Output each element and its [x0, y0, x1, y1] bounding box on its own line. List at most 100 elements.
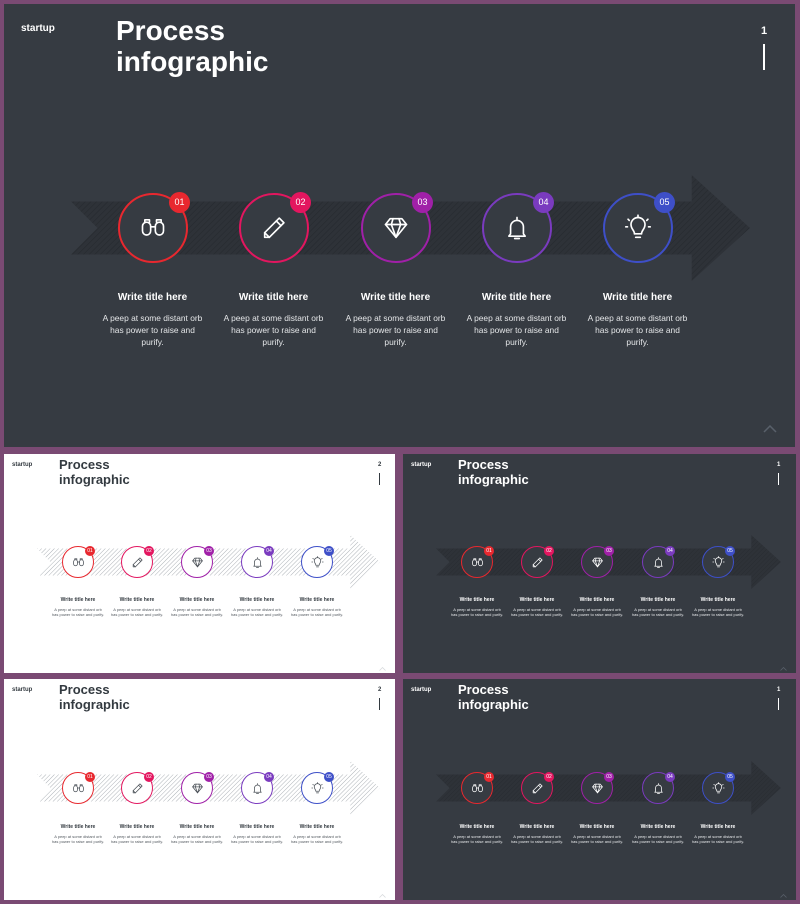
brand-label: startup — [21, 23, 55, 34]
step-title: Write title here — [700, 824, 736, 830]
step-title: Write title here — [60, 824, 96, 830]
process-step: 02 Write title here A peep at some distant… — [507, 454, 567, 673]
pencil-icon — [122, 773, 152, 803]
step-number-badge: 03 — [604, 546, 614, 556]
step-title: Write title here — [179, 597, 215, 603]
bell-icon — [643, 547, 673, 577]
binoculars-icon — [63, 773, 93, 803]
page-indicator-bar — [763, 44, 765, 70]
slide-title: Process infographic — [458, 682, 529, 712]
step-number-badge: 01 — [484, 772, 494, 782]
step-description: A peep at some distant orb has power to … — [631, 607, 685, 618]
process-step: 03 Write title here A peep at some distant… — [335, 4, 456, 447]
step-description: A peep at some distant orb has power to … — [466, 313, 567, 347]
step-number-badge: 02 — [144, 546, 154, 556]
page-number: 1 — [761, 25, 768, 37]
lightbulb-icon — [703, 773, 733, 803]
page-indicator-bar — [778, 698, 779, 710]
chevron-up-icon — [379, 658, 386, 673]
lightbulb-icon — [302, 547, 332, 577]
process-step: 01 Write title here A peep at some distant… — [447, 679, 507, 900]
binoculars-icon — [462, 547, 492, 577]
slide-3: startup Process infographic 1 01 Write title… — [403, 454, 796, 673]
step-number-badge: 03 — [204, 772, 214, 782]
step-description: A peep at some distant orb has power to … — [570, 834, 624, 845]
process-step: 04 Write title here A peep at some distant… — [456, 4, 577, 447]
step-title: Write title here — [459, 597, 495, 603]
bell-icon — [643, 773, 673, 803]
step-circle — [241, 772, 273, 804]
brand-label: startup — [12, 462, 33, 468]
slide-title: Process infographic — [59, 682, 130, 712]
chevron-up-icon — [780, 658, 787, 673]
diamond-icon — [582, 773, 612, 803]
step-number-badge: 01 — [85, 546, 95, 556]
chevron-up-icon — [379, 885, 386, 900]
step-number-badge: 03 — [604, 772, 614, 782]
step-title: Write title here — [360, 292, 431, 303]
step-description: A peep at some distant orb has power to … — [223, 313, 324, 347]
page-indicator-bar — [379, 698, 380, 710]
process-step: 04 Write title here A peep at some distant… — [628, 679, 688, 900]
process-step: 02 Write title here A peep at some distant… — [213, 4, 334, 447]
page-number: 2 — [378, 462, 382, 468]
step-title: Write title here — [579, 824, 615, 830]
step-description: A peep at some distant orb has power to … — [450, 834, 504, 845]
process-step: 04 Write title here A peep at some distant… — [227, 679, 287, 900]
step-description: A peep at some distant orb has power to … — [450, 607, 504, 618]
process-step: 02 Write title here A peep at some distant… — [107, 454, 167, 673]
process-step: 05 Write title here A peep at some distant… — [287, 454, 347, 673]
process-step: 02 Write title here A peep at some distant… — [107, 679, 167, 900]
brand-label: startup — [411, 462, 432, 468]
step-title: Write title here — [602, 292, 673, 303]
step-title: Write title here — [481, 292, 552, 303]
process-step: 03 Write title here A peep at some distant… — [567, 454, 627, 673]
step-description: A peep at some distant orb has power to … — [345, 313, 446, 347]
step-title: Write title here — [640, 597, 676, 603]
lightbulb-icon — [302, 773, 332, 803]
process-step: 01 Write title here A peep at some distant… — [48, 454, 108, 673]
step-description: A peep at some distant orb has power to … — [230, 834, 284, 845]
step-description: A peep at some distant orb has power to … — [510, 834, 564, 845]
slide-2: startup Process infographic 2 01 Write title… — [4, 454, 395, 673]
diamond-icon — [363, 195, 429, 261]
diamond-icon — [582, 547, 612, 577]
pencil-icon — [241, 195, 307, 261]
page-number: 1 — [777, 462, 781, 468]
step-number-badge: 03 — [204, 546, 214, 556]
step-title: Write title here — [519, 597, 555, 603]
binoculars-icon — [120, 195, 186, 261]
step-number-badge: 01 — [169, 192, 190, 213]
process-step: 03 Write title here A peep at some distant… — [167, 454, 227, 673]
step-number-badge: 02 — [290, 192, 311, 213]
bell-icon — [242, 547, 272, 577]
process-step: 03 Write title here A peep at some distant… — [167, 679, 227, 900]
pencil-icon — [522, 547, 552, 577]
step-title: Write title here — [239, 597, 275, 603]
step-title: Write title here — [179, 824, 215, 830]
pencil-icon — [522, 773, 552, 803]
step-circle — [581, 772, 613, 804]
chevron-up-icon — [780, 885, 787, 900]
binoculars-icon — [462, 773, 492, 803]
process-step: 05 Write title here A peep at some distant… — [577, 4, 698, 447]
step-title: Write title here — [299, 824, 335, 830]
step-number-badge: 05 — [654, 192, 675, 213]
step-number-badge: 04 — [533, 192, 554, 213]
step-circle — [642, 546, 674, 578]
process-step: 01 Write title here A peep at some distant… — [48, 679, 108, 900]
step-number-badge: 03 — [412, 192, 433, 213]
step-description: A peep at some distant orb has power to … — [110, 607, 164, 618]
page-number: 2 — [378, 687, 382, 693]
step-number-badge: 05 — [725, 772, 735, 782]
slide-5: startup Process infographic 1 01 Write title… — [403, 679, 796, 900]
lightbulb-icon — [703, 547, 733, 577]
process-step: 05 Write title here A peep at some distant… — [287, 679, 347, 900]
slide-title: Process infographic — [59, 457, 130, 487]
slide-1: startup Process infographic 1 01 Write title… — [4, 4, 795, 447]
step-description: A peep at some distant orb has power to … — [290, 834, 344, 845]
step-number-badge: 05 — [725, 546, 735, 556]
bell-icon — [484, 195, 550, 261]
step-title: Write title here — [60, 597, 96, 603]
process-step: 04 Write title here A peep at some distant… — [227, 454, 287, 673]
